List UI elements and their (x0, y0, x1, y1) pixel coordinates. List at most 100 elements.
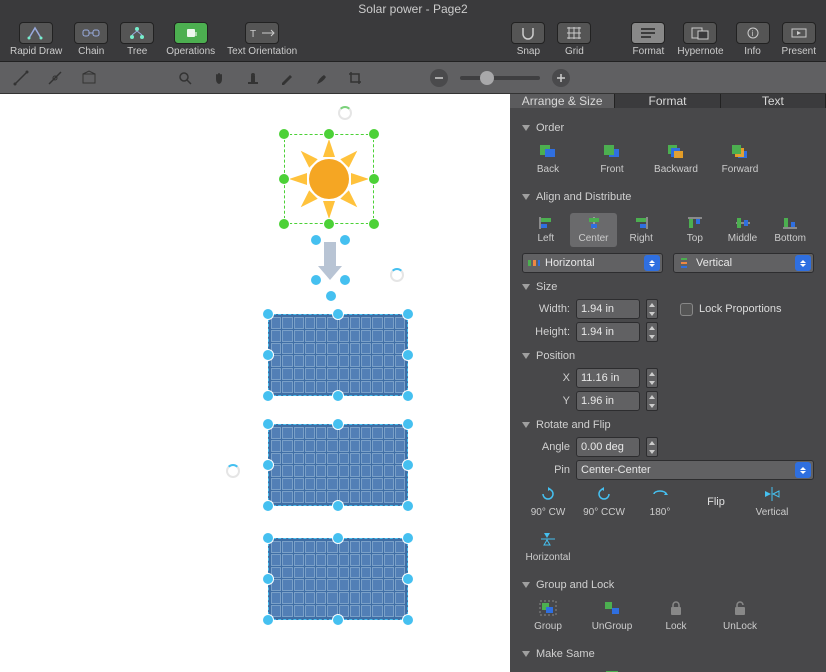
handle[interactable] (310, 274, 322, 286)
section-rotate[interactable]: Rotate and Flip (522, 419, 814, 431)
connector-smart-icon[interactable] (44, 67, 66, 89)
makesame-height-button[interactable]: Height (654, 668, 698, 672)
handle[interactable] (262, 308, 274, 320)
handle[interactable] (262, 349, 274, 361)
handle[interactable] (332, 500, 344, 512)
handle[interactable] (368, 218, 380, 230)
x-stepper[interactable] (646, 368, 658, 388)
height-stepper[interactable] (646, 322, 658, 342)
handle[interactable] (368, 128, 380, 140)
zoom-icon[interactable] (174, 67, 196, 89)
order-forward-button[interactable]: Forward (718, 142, 762, 175)
pin-select[interactable]: Center-Center (576, 460, 814, 480)
order-backward-button[interactable]: Backward (654, 142, 698, 175)
handle[interactable] (402, 349, 414, 361)
pencil-icon[interactable] (276, 67, 298, 89)
zoom-out-button[interactable] (430, 69, 448, 87)
operations-button[interactable]: Operations (162, 21, 219, 58)
brush-icon[interactable] (310, 67, 332, 89)
tab-format[interactable]: Format (615, 94, 720, 108)
rotate-90ccw-button[interactable]: 90° CCW (582, 485, 626, 518)
pan-hand-icon[interactable] (208, 67, 230, 89)
handle[interactable] (278, 128, 290, 140)
sun-shape[interactable] (284, 134, 374, 224)
makesame-width-button[interactable]: Width (590, 668, 634, 672)
handle[interactable] (402, 614, 414, 626)
align-bottom-button[interactable]: Bottom (766, 213, 814, 247)
snap-button[interactable]: Snap (507, 21, 549, 58)
handle[interactable] (339, 234, 351, 246)
text-orientation-button[interactable]: T Text Orientation (223, 21, 301, 58)
grid-button[interactable]: Grid (553, 21, 595, 58)
angle-stepper[interactable] (646, 437, 658, 457)
handle[interactable] (402, 390, 414, 402)
align-right-button[interactable]: Right (617, 213, 665, 247)
handle[interactable] (332, 614, 344, 626)
handle[interactable] (262, 390, 274, 402)
handle[interactable] (402, 532, 414, 544)
tab-arrange[interactable]: Arrange & Size (510, 94, 615, 108)
section-group[interactable]: Group and Lock (522, 579, 814, 591)
section-size[interactable]: Size (522, 281, 814, 293)
zoom-in-button[interactable] (552, 69, 570, 87)
handle[interactable] (310, 234, 322, 246)
order-back-button[interactable]: Back (526, 142, 570, 175)
info-button[interactable]: i Info (732, 21, 774, 58)
handle[interactable] (402, 459, 414, 471)
solar-panel-shape[interactable] (268, 314, 408, 396)
order-front-button[interactable]: Front (590, 142, 634, 175)
handle[interactable] (402, 308, 414, 320)
y-stepper[interactable] (646, 391, 658, 411)
canvas[interactable] (0, 94, 510, 672)
flip-horizontal-button[interactable]: Horizontal (526, 530, 570, 563)
hypernote-button[interactable]: Hypernote (673, 21, 727, 58)
zoom-slider[interactable] (460, 76, 540, 80)
angle-input[interactable]: 0.00 deg (576, 437, 640, 457)
section-align[interactable]: Align and Distribute (522, 191, 814, 203)
handle[interactable] (323, 218, 335, 230)
handle[interactable] (368, 173, 380, 185)
align-left-button[interactable]: Left (522, 213, 570, 247)
tab-text[interactable]: Text (721, 94, 826, 108)
handle[interactable] (262, 500, 274, 512)
chain-button[interactable]: Chain (70, 21, 112, 58)
handle[interactable] (339, 274, 351, 286)
format-panel-button[interactable]: Format (627, 21, 669, 58)
handle[interactable] (402, 573, 414, 585)
handle[interactable] (332, 308, 344, 320)
align-top-button[interactable]: Top (671, 213, 719, 247)
rotate-180-button[interactable]: 180° (638, 485, 682, 518)
connector-line-icon[interactable] (10, 67, 32, 89)
lock-proportions-checkbox[interactable] (680, 303, 693, 316)
flip-vertical-button[interactable]: Vertical (750, 485, 794, 518)
handle[interactable] (325, 290, 337, 302)
handle[interactable] (262, 459, 274, 471)
unlock-button[interactable]: UnLock (718, 599, 762, 632)
handle[interactable] (332, 390, 344, 402)
ungroup-button[interactable]: UnGroup (590, 599, 634, 632)
rapid-draw-button[interactable]: Rapid Draw (6, 21, 66, 58)
section-makesame[interactable]: Make Same (522, 648, 814, 660)
section-order[interactable]: Order (522, 122, 814, 134)
group-button[interactable]: Group (526, 599, 570, 632)
handle[interactable] (262, 418, 274, 430)
present-button[interactable]: Present (778, 21, 820, 58)
solar-panel-shape[interactable] (268, 538, 408, 620)
handle[interactable] (402, 418, 414, 430)
x-input[interactable]: 11.16 in (576, 368, 640, 388)
handle[interactable] (332, 532, 344, 544)
handle[interactable] (323, 128, 335, 140)
solar-panel-shape[interactable] (268, 424, 408, 506)
handle[interactable] (402, 500, 414, 512)
align-center-button[interactable]: Center (570, 213, 618, 247)
section-position[interactable]: Position (522, 350, 814, 362)
height-input[interactable]: 1.94 in (576, 322, 640, 342)
tree-button[interactable]: Tree (116, 21, 158, 58)
handle[interactable] (262, 573, 274, 585)
handle[interactable] (332, 418, 344, 430)
handle[interactable] (278, 173, 290, 185)
handle[interactable] (262, 532, 274, 544)
rotate-90cw-button[interactable]: 90° CW (526, 485, 570, 518)
y-input[interactable]: 1.96 in (576, 391, 640, 411)
crop-box-icon[interactable] (78, 67, 100, 89)
